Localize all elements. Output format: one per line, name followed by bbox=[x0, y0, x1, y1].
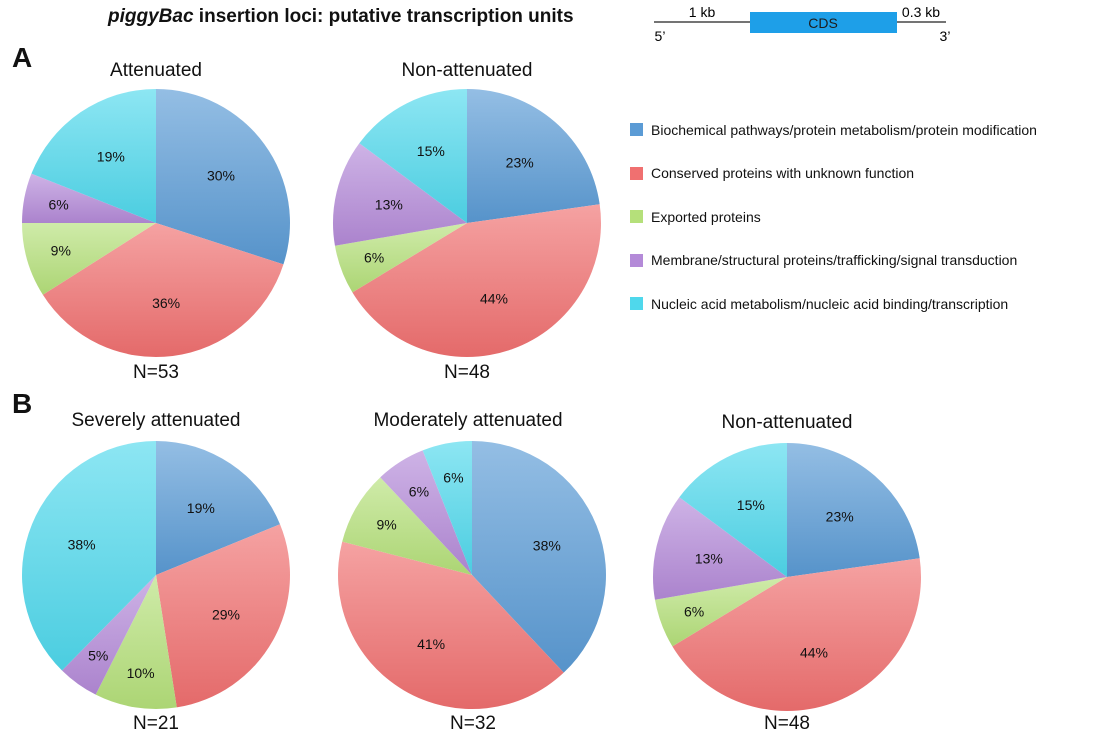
figure-title: piggyBac insertion loci: putative transc… bbox=[108, 6, 574, 28]
pie-data-label: 6% bbox=[443, 470, 463, 486]
pie-data-label: 13% bbox=[695, 550, 723, 566]
title-rest: insertion loci: putative transcription u… bbox=[193, 6, 574, 27]
pie-slice-nucleic bbox=[359, 89, 467, 223]
panel-letter-a: A bbox=[12, 42, 33, 73]
title-italic: piggyBac bbox=[108, 6, 194, 27]
n-label-non-attenuated-a: N=48 bbox=[444, 362, 490, 383]
gene-five-prime-label: 5’ bbox=[655, 28, 666, 44]
n-label-severely-attenuated: N=21 bbox=[133, 713, 179, 734]
pie-data-label: 38% bbox=[533, 537, 561, 553]
pie-slice-biochemical bbox=[467, 89, 600, 223]
legend-label: Biochemical pathways/protein metabolism/… bbox=[651, 121, 1037, 138]
pie-non-attenuated-b: 23% 44% 6% 13% 15% bbox=[653, 443, 922, 711]
legend-item-biochemical: Biochemical pathways/protein metabolism/… bbox=[630, 121, 1037, 138]
pie-slice-exported bbox=[334, 223, 467, 293]
pie-title-attenuated: Attenuated bbox=[110, 60, 202, 81]
legend-item-conserved: Conserved proteins with unknown function bbox=[630, 165, 1037, 181]
pie-data-label: 6% bbox=[409, 483, 429, 499]
gene-cds-box bbox=[750, 12, 897, 33]
n-label-moderately-attenuated: N=32 bbox=[450, 713, 496, 734]
pie-title-non-attenuated-b: Non-attenuated bbox=[721, 412, 853, 433]
pie-slice-biochemical bbox=[472, 441, 606, 673]
pie-slice-exported bbox=[654, 577, 787, 647]
pie-slice-nucleic bbox=[679, 443, 787, 577]
gene-downstream-label: 0.3 kb bbox=[902, 4, 940, 20]
n-label-non-attenuated-b: N=48 bbox=[764, 713, 810, 734]
gene-cds-label: CDS bbox=[808, 15, 838, 31]
pie-data-label: 13% bbox=[375, 196, 403, 212]
gene-three-prime-label: 3’ bbox=[940, 28, 951, 44]
pie-data-label: 29% bbox=[212, 607, 240, 623]
pie-data-label: 10% bbox=[127, 665, 155, 681]
pie-slice-membrane bbox=[22, 173, 156, 223]
pie-severely-attenuated: 19% 29% 10% 5% 38% bbox=[21, 441, 291, 709]
legend-item-nucleic: Nucleic acid metabolism/nucleic acid bin… bbox=[630, 295, 1037, 312]
pie-data-label: 23% bbox=[826, 508, 854, 524]
pie-data-label: 9% bbox=[376, 517, 396, 533]
pie-slice-membrane bbox=[653, 497, 787, 600]
pie-title-moderately-attenuated: Moderately attenuated bbox=[373, 410, 563, 431]
pie-slice-biochemical bbox=[787, 443, 920, 577]
pie-slice-nucleic bbox=[422, 441, 472, 575]
pie-slice-conserved bbox=[156, 524, 291, 708]
pie-data-label: 38% bbox=[68, 537, 96, 553]
pie-attenuated: 30% 36% 9% 6% 19% bbox=[22, 89, 290, 357]
legend-item-membrane: Membrane/structural proteins/trafficking… bbox=[630, 252, 1037, 268]
pie-data-label: 41% bbox=[417, 636, 445, 652]
pie-slice-conserved bbox=[338, 541, 564, 709]
pie-data-label: 44% bbox=[800, 645, 828, 661]
pie-data-label: 23% bbox=[506, 154, 534, 170]
legend-label: Conserved proteins with unknown function bbox=[651, 165, 915, 181]
legend-label: Nucleic acid metabolism/nucleic acid bin… bbox=[651, 295, 1009, 312]
pie-slice-membrane bbox=[333, 143, 467, 246]
pie-data-label: 44% bbox=[480, 291, 508, 307]
pie-slice-exported bbox=[95, 575, 177, 709]
pie-slice-nucleic bbox=[21, 441, 157, 671]
pie-slice-exported bbox=[342, 477, 472, 575]
pie-data-label: 36% bbox=[152, 295, 180, 311]
pie-data-label: 6% bbox=[364, 250, 384, 266]
pie-slice-membrane bbox=[380, 450, 472, 575]
pie-slice-exported bbox=[22, 223, 156, 295]
panel-letter-b: B bbox=[12, 388, 33, 419]
pie-data-label: 9% bbox=[51, 243, 71, 259]
legend-swatch bbox=[630, 297, 643, 310]
pie-slice-conserved bbox=[672, 558, 922, 711]
legend-swatch bbox=[630, 123, 643, 136]
pie-slice-conserved bbox=[352, 204, 602, 357]
legend: Biochemical pathways/protein metabolism/… bbox=[630, 122, 1037, 340]
pie-title-non-attenuated-a: Non-attenuated bbox=[401, 60, 533, 81]
pie-data-label: 15% bbox=[417, 143, 445, 159]
pie-data-label: 19% bbox=[97, 149, 125, 165]
pie-slice-conserved bbox=[42, 223, 284, 357]
pie-moderately-attenuated: 38% 41% 9% 6% 6% bbox=[338, 441, 606, 709]
gene-upstream-label: 1 kb bbox=[689, 4, 716, 20]
pie-slice-nucleic bbox=[31, 89, 156, 223]
pie-slice-membrane bbox=[61, 575, 156, 695]
pie-data-label: 30% bbox=[207, 168, 235, 184]
pie-title-severely-attenuated: Severely attenuated bbox=[71, 410, 241, 431]
legend-label: Membrane/structural proteins/trafficking… bbox=[651, 252, 1018, 268]
legend-item-exported: Exported proteins bbox=[630, 208, 1037, 225]
legend-swatch bbox=[630, 253, 643, 267]
pie-data-label: 6% bbox=[684, 604, 704, 620]
pie-non-attenuated-a: 23% 44% 6% 13% 15% bbox=[333, 89, 602, 357]
pie-data-label: 19% bbox=[187, 500, 215, 516]
legend-swatch bbox=[630, 210, 643, 223]
pie-data-label: 6% bbox=[48, 196, 68, 212]
pie-data-label: 15% bbox=[737, 497, 765, 513]
gene-diagram: 1 kb CDS 0.3 kb 5’ 3’ bbox=[654, 4, 951, 44]
pie-slice-biochemical bbox=[156, 89, 290, 265]
pie-slice-biochemical bbox=[156, 441, 280, 575]
legend-label: Exported proteins bbox=[651, 208, 761, 225]
n-label-attenuated: N=53 bbox=[133, 362, 179, 383]
pie-data-label: 5% bbox=[88, 648, 108, 664]
legend-swatch bbox=[630, 166, 643, 180]
